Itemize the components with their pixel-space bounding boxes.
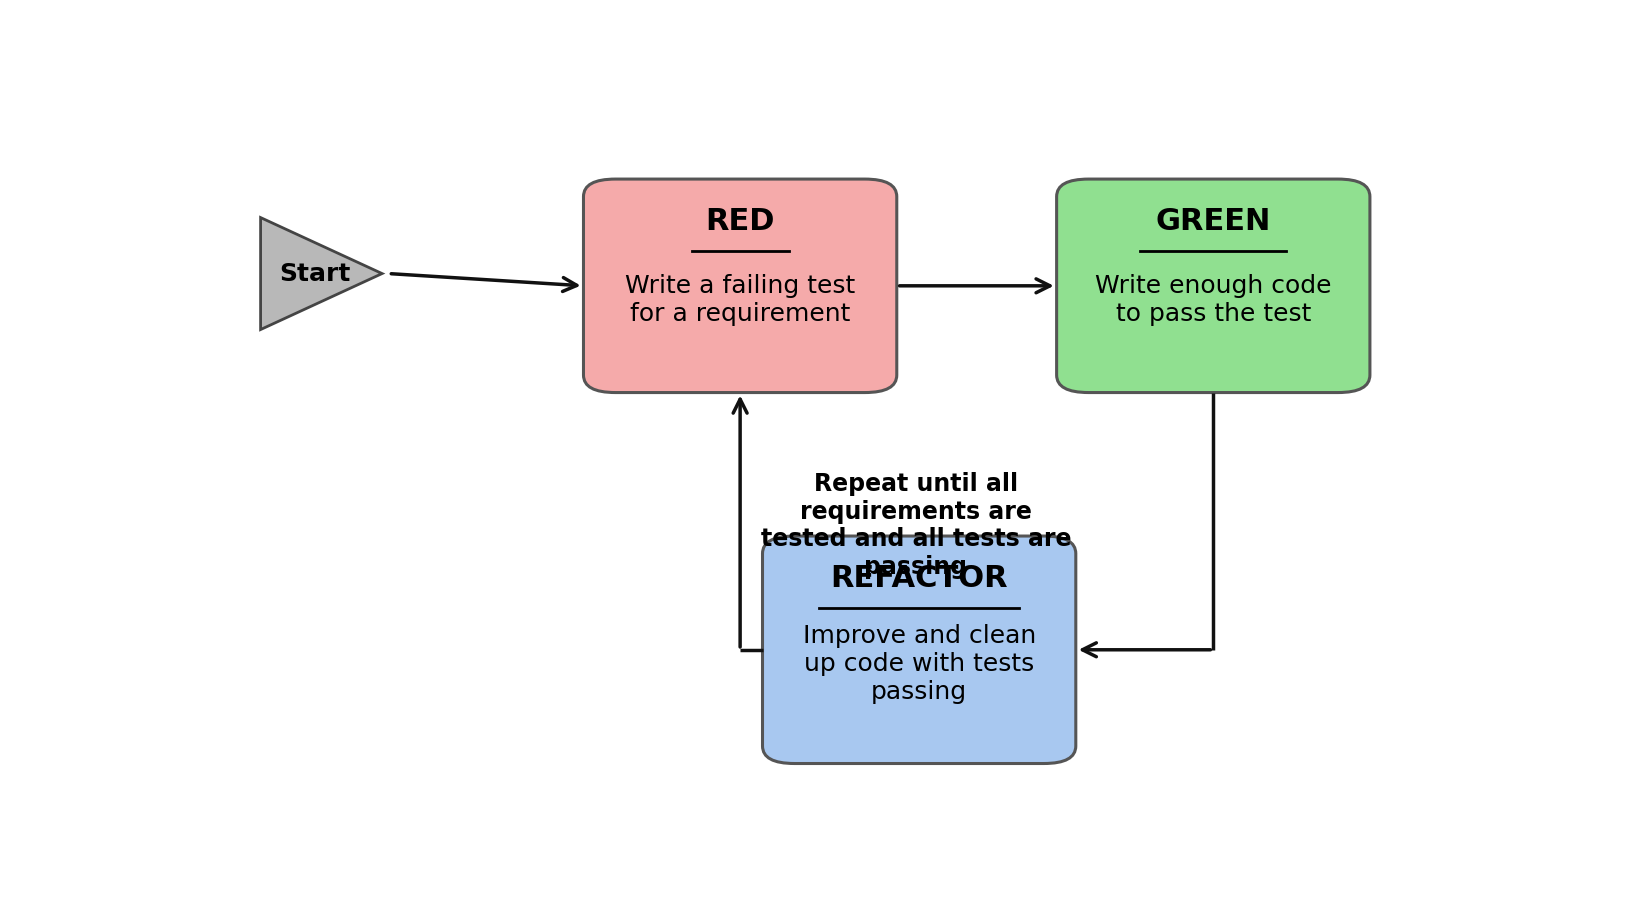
- Polygon shape: [261, 217, 383, 330]
- Text: RED: RED: [706, 207, 775, 236]
- Text: Write a failing test
for a requirement: Write a failing test for a requirement: [625, 274, 855, 325]
- FancyBboxPatch shape: [762, 536, 1076, 764]
- Text: Start: Start: [279, 262, 351, 285]
- Text: REFACTOR: REFACTOR: [830, 564, 1008, 593]
- Text: Improve and clean
up code with tests
passing: Improve and clean up code with tests pas…: [802, 624, 1036, 704]
- Text: GREEN: GREEN: [1155, 207, 1270, 236]
- Text: Repeat until all
requirements are
tested and all tests are
passing: Repeat until all requirements are tested…: [761, 472, 1071, 579]
- Text: Write enough code
to pass the test: Write enough code to pass the test: [1096, 274, 1332, 325]
- FancyBboxPatch shape: [1056, 179, 1370, 393]
- FancyBboxPatch shape: [584, 179, 898, 393]
